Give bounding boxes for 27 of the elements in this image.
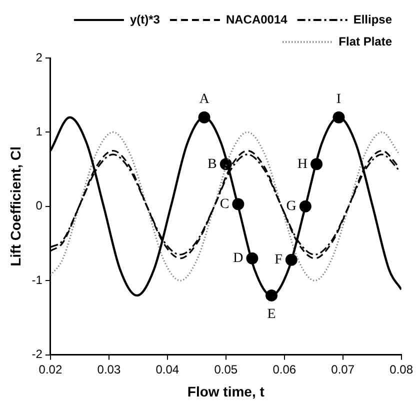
legend-label: Ellipse [353,12,392,26]
y-tick-label: 1 [36,124,43,139]
legend-label: y(t)*3 [130,12,160,26]
annotation: B [208,156,217,172]
annotation: A [199,92,210,108]
legend-label: Flat Plate [338,34,392,48]
y-tick-label: 2 [36,50,43,64]
x-tick-label: 0.08 [390,362,414,376]
annotation: C [220,196,230,212]
legend-label: NACA0014 [226,12,288,26]
annotation: H [297,156,308,172]
y-tick-label: -1 [32,272,43,287]
y-tick-label: -2 [32,347,43,362]
x-tick-label: 0.03 [97,362,121,376]
x-tick-label: 0.02 [38,362,62,376]
x-tick-label: 0.05 [214,362,238,376]
annotation: F [274,252,283,268]
y-tick-label: 0 [36,198,43,213]
x-axis-title: Flow time, t [187,383,265,400]
x-tick-label: 0.04 [156,362,180,376]
x-tick-label: 0.06 [272,362,296,376]
annotation: G [286,199,296,214]
annotation: I [336,92,342,108]
x-tick-label: 0.07 [331,362,355,376]
annotation: D [233,251,244,266]
y-axis-title: Lift Coefficient, Cl [7,146,24,266]
annotation: E [267,307,276,322]
